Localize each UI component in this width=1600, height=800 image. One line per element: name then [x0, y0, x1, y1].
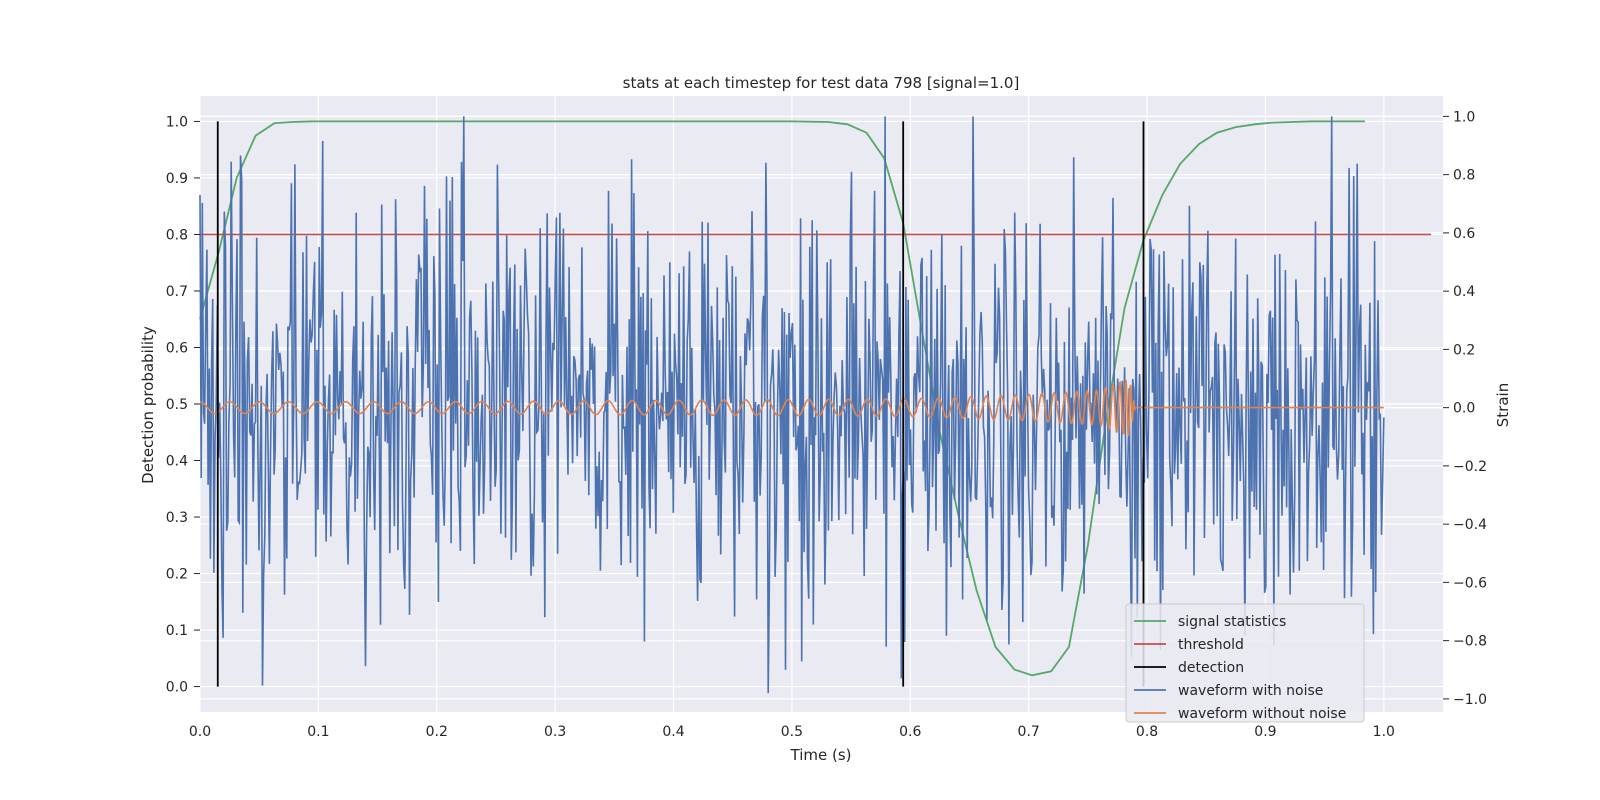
x-tick-label: 0.3 — [544, 724, 566, 740]
y-tick-label: 0.3 — [166, 510, 188, 526]
legend-box — [1125, 603, 1365, 723]
y-axis-label: Detection probability — [139, 326, 157, 484]
y2-tick-label: 0.2 — [1453, 342, 1475, 358]
x-tick-label: 0.9 — [1254, 724, 1276, 740]
y-tick-label: 0.4 — [166, 454, 188, 470]
y2-tick-label: 0.8 — [1453, 168, 1475, 184]
x-axis-label: Time (s) — [790, 746, 852, 764]
x-tick-label: 0.4 — [662, 724, 684, 740]
y2-axis-label: Strain — [1494, 383, 1512, 427]
x-tick-label: 1.0 — [1373, 724, 1395, 740]
y-tick-label: 1.0 — [166, 114, 188, 130]
waveform-with-noise-line — [199, 116, 1385, 694]
x-tick-label: 0.1 — [307, 724, 329, 740]
y-tick-label: 0.6 — [166, 340, 188, 356]
y2-tick-label: −0.8 — [1453, 634, 1487, 650]
y-tick-label: 0.5 — [166, 397, 188, 413]
y2-tick-label: −0.4 — [1453, 517, 1487, 533]
plot-area — [199, 116, 1432, 694]
y-tick-label: 0.9 — [166, 171, 188, 187]
y2-tick-label: −0.6 — [1453, 575, 1487, 591]
y2-tick-label: 0.4 — [1453, 284, 1475, 300]
y2-tick-label: −0.2 — [1453, 459, 1487, 475]
waveform-without-noise-line — [200, 379, 1384, 437]
y-tick-label: 0.0 — [166, 680, 188, 696]
y-tick-label: 0.7 — [166, 284, 188, 300]
y-tick-label: 0.2 — [166, 567, 188, 583]
signal-statistics-line — [199, 120, 1365, 677]
legend-entry: waveform without noise — [1178, 706, 1346, 722]
y-tick-label: 0.1 — [166, 623, 188, 639]
y2-tick-label: 1.0 — [1453, 109, 1475, 125]
x-tick-label: 0.8 — [1136, 724, 1158, 740]
x-tick-label: 0.5 — [781, 724, 803, 740]
legend-entry: waveform with noise — [1178, 683, 1323, 699]
y2-tick-label: 0.0 — [1453, 401, 1475, 417]
x-axis-ticks: 0.0 0.1 0.2 0.3 0.4 0.5 0.6 0.7 0.8 0.9 1.0 — [189, 724, 1395, 740]
x-tick-label: 0.2 — [426, 724, 448, 740]
x-tick-label: 0.0 — [189, 724, 211, 740]
legend-entry: signal statistics — [1178, 614, 1286, 630]
y-tick-label: 0.8 — [166, 227, 188, 243]
x-tick-label: 0.7 — [1018, 724, 1040, 740]
chart-title: stats at each timestep for test data 798… — [623, 74, 1020, 92]
legend-entry: detection — [1178, 660, 1244, 676]
y2-axis-ticks: −1.0 −0.8 −0.6 −0.4 −0.2 0.0 0.2 0.4 0.6 0.8 1.0 — [1443, 109, 1487, 708]
y-axis-ticks: 0.0 0.1 0.2 0.3 0.4 0.5 0.6 0.7 0.8 0.9 1.0 — [166, 114, 200, 696]
legend: signal statistics threshold detection wavef… — [1125, 603, 1365, 723]
y2-tick-label: −1.0 — [1453, 692, 1487, 708]
y2-tick-label: 0.6 — [1453, 226, 1475, 242]
x-tick-label: 0.6 — [899, 724, 921, 740]
legend-entry: threshold — [1178, 637, 1244, 653]
